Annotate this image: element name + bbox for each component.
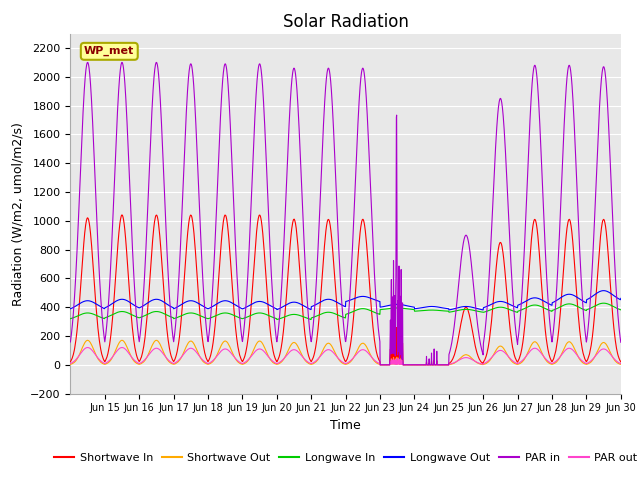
Y-axis label: Radiation (W/m2, umol/m2/s): Radiation (W/m2, umol/m2/s) bbox=[12, 121, 24, 306]
X-axis label: Time: Time bbox=[330, 419, 361, 432]
Title: Solar Radiation: Solar Radiation bbox=[283, 12, 408, 31]
Text: WP_met: WP_met bbox=[84, 46, 134, 57]
Legend: Shortwave In, Shortwave Out, Longwave In, Longwave Out, PAR in, PAR out: Shortwave In, Shortwave Out, Longwave In… bbox=[49, 448, 640, 467]
